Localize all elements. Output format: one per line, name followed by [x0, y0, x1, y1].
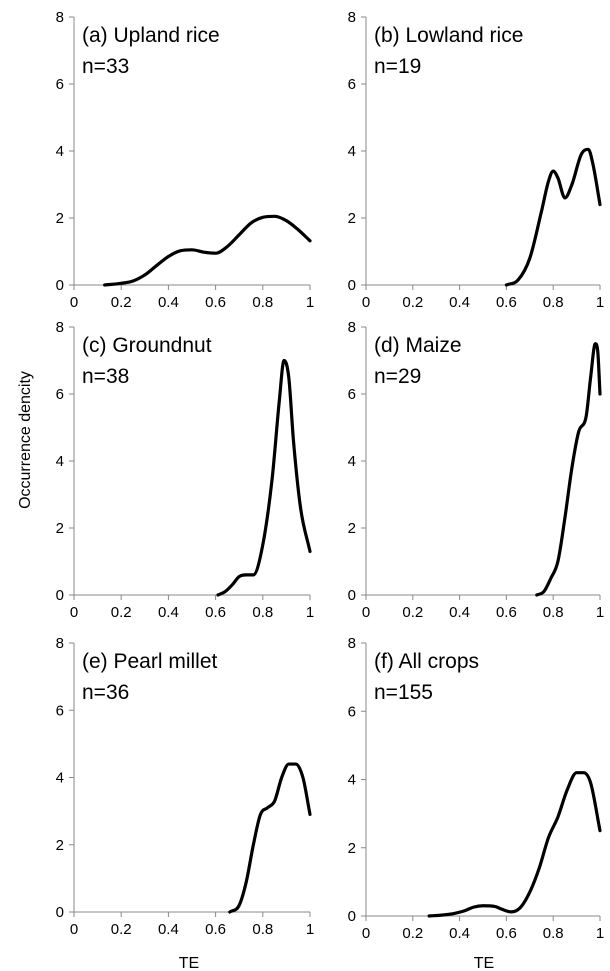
x-tick-label: 0.2	[111, 604, 132, 621]
y-tick-label: 2	[56, 520, 64, 537]
x-tick-label: 1	[306, 604, 314, 621]
x-tick-label: 0.2	[402, 294, 423, 311]
x-tick-label: 0.6	[496, 925, 517, 942]
density-curve	[228, 762, 312, 914]
y-tick-label: 8	[56, 9, 64, 26]
x-axis-title-right: TE	[474, 955, 494, 971]
x-tick-label: 0.4	[158, 604, 179, 621]
y-tick-label: 0	[56, 277, 64, 294]
x-tick-label: 0	[70, 604, 78, 621]
x-tick-label: 1	[596, 925, 604, 942]
y-tick-label: 0	[348, 587, 356, 604]
panel-title: (a) Upland rice	[82, 24, 220, 47]
y-tick-label: 6	[56, 386, 64, 403]
panel-n-label: n=29	[374, 365, 421, 388]
x-tick-label: 0	[362, 294, 370, 311]
density-curve	[535, 342, 602, 597]
y-axis-title: Occurrence dencity	[17, 371, 34, 509]
density-curve	[216, 358, 312, 597]
panel-n-label: n=38	[82, 365, 129, 388]
y-tick-label: 8	[56, 319, 64, 336]
x-tick-label: 0.4	[449, 604, 470, 621]
y-tick-label: 0	[56, 904, 64, 921]
y-tick-label: 6	[56, 702, 64, 719]
x-tick-label: 0.6	[205, 604, 226, 621]
density-curve	[427, 771, 602, 918]
y-tick-label: 6	[348, 386, 356, 403]
x-tick-label: 0.2	[402, 604, 423, 621]
y-tick-label: 0	[348, 908, 356, 925]
x-tick-label: 1	[306, 921, 314, 938]
y-tick-label: 4	[56, 143, 64, 160]
x-tick-label: 1	[306, 294, 314, 311]
panel-title: (e) Pearl millet	[82, 650, 218, 673]
panel-title: (d) Maize	[374, 334, 462, 357]
x-tick-label: 0.8	[252, 604, 273, 621]
y-tick-label: 6	[348, 76, 356, 93]
chart-panel-d: 0 2 4 6 8 0 0.2 0.4 0.6 0.8 1 (d) Maize n=29	[348, 319, 605, 621]
y-tick-label: 2	[348, 520, 356, 537]
y-tick-label: 4	[56, 770, 64, 787]
panel-n-label: n=33	[82, 55, 129, 78]
x-tick-label: 0.6	[205, 921, 226, 938]
x-tick-label: 0.2	[111, 921, 132, 938]
y-tick-label: 0	[348, 277, 356, 294]
x-tick-label: 0.8	[252, 294, 273, 311]
panel-n-label: n=36	[82, 681, 129, 704]
y-tick-label: 4	[56, 453, 64, 470]
y-tick-label: 8	[348, 319, 356, 336]
x-tick-label: 0.6	[496, 294, 517, 311]
panel-title: (c) Groundnut	[82, 334, 212, 357]
x-tick-label: 0.8	[543, 294, 564, 311]
density-curve	[504, 147, 602, 287]
y-tick-label: 2	[348, 210, 356, 227]
x-tick-label: 0.8	[543, 604, 564, 621]
y-tick-label: 0	[56, 587, 64, 604]
y-tick-label: 8	[348, 635, 356, 652]
panel-title: (b) Lowland rice	[374, 24, 523, 47]
y-tick-label: 8	[56, 635, 64, 652]
x-tick-label: 0.6	[496, 604, 517, 621]
panel-n-label: n=155	[374, 681, 433, 704]
x-tick-label: 0.8	[543, 925, 564, 942]
x-tick-label: 0.4	[158, 921, 179, 938]
y-tick-label: 6	[56, 76, 64, 93]
x-tick-label: 0.6	[205, 294, 226, 311]
x-tick-label: 0.8	[252, 921, 273, 938]
x-tick-label: 0.2	[111, 294, 132, 311]
chart-panel-a: 0 2 4 6 8 0 0.2 0.4 0.6 0.8 1 (a) Upland rice n=33	[56, 9, 315, 311]
x-tick-label: 1	[596, 604, 604, 621]
y-tick-label: 4	[348, 772, 356, 789]
chart-panel-e: 0 2 4 6 8 0 0.2 0.4 0.6 0.8 1 (e) Pearl millet n=36	[56, 635, 315, 938]
y-tick-label: 4	[348, 453, 356, 470]
x-tick-label: 1	[596, 294, 604, 311]
y-tick-label: 2	[348, 840, 356, 857]
y-tick-label: 8	[348, 9, 356, 26]
panel-title: (f) All crops	[374, 650, 479, 673]
y-tick-label: 2	[56, 210, 64, 227]
x-tick-label: 0	[70, 921, 78, 938]
panel-n-label: n=19	[374, 55, 421, 78]
y-tick-label: 4	[348, 143, 356, 160]
chart-panel-f: 0 2 4 6 8 0 0.2 0.4 0.6 0.8 1 (f) All crops n=155	[348, 635, 605, 942]
y-tick-label: 6	[348, 703, 356, 720]
x-tick-label: 0	[362, 604, 370, 621]
density-curve	[103, 214, 312, 287]
x-tick-label: 0.4	[449, 925, 470, 942]
x-tick-label: 0.4	[158, 294, 179, 311]
x-tick-label: 0	[70, 294, 78, 311]
chart-panel-c: 0 2 4 6 8 0 0.2 0.4 0.6 0.8 1 (c) Groundnut n=38	[56, 319, 315, 621]
x-tick-label: 0.2	[402, 925, 423, 942]
x-tick-label: 0.4	[449, 294, 470, 311]
x-axis-title-left: TE	[179, 955, 199, 971]
x-tick-label: 0	[362, 925, 370, 942]
chart-panel-b: 0 2 4 6 8 0 0.2 0.4 0.6 0.8 1 (b) Lowland rice n=19	[348, 9, 605, 311]
y-tick-label: 2	[56, 837, 64, 854]
